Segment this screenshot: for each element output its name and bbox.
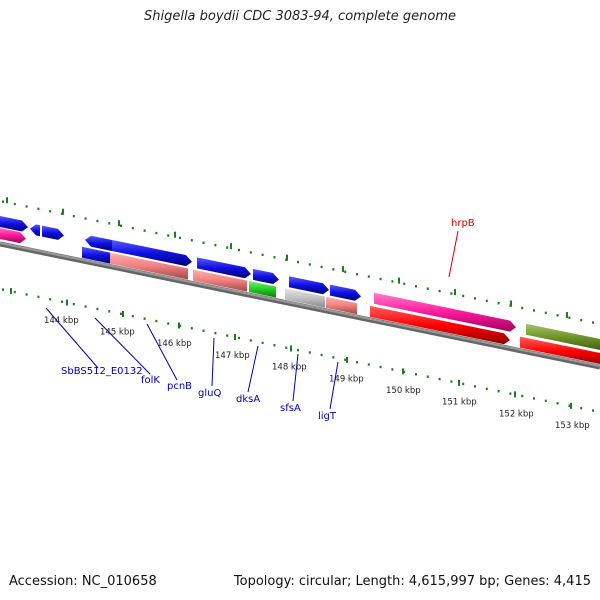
feat-pink-a (110, 252, 188, 280)
scale-label-146: 146 kbp (157, 339, 192, 349)
scale-label-147: 147 kbp (215, 351, 250, 361)
feat-blue-i (289, 276, 329, 295)
scale-label-149: 149 kbp (329, 374, 364, 384)
feature-track (0, 216, 600, 365)
genome-summary-text: Topology: circular; Length: 4,615,997 bp… (233, 574, 591, 589)
feat-olive-a (526, 323, 600, 351)
scale-label-148: 148 kbp (272, 363, 307, 373)
scale-label-150: 150 kbp (386, 386, 421, 396)
gene-label-SbBS512_E0132[interactable]: SbBS512_E0132 (61, 366, 143, 377)
feat-blue-a (0, 216, 28, 232)
scale-label-145: 145 kbp (100, 327, 135, 337)
feat-blue-h (253, 268, 279, 284)
gene-label-hrpB[interactable]: hrpB (451, 218, 475, 229)
feat-red-a (370, 305, 510, 345)
gene-label-gluQ[interactable]: gluQ (198, 388, 221, 399)
leader-sfsA (292, 353, 299, 402)
scale-label-151: 151 kbp (442, 398, 477, 408)
gene-label-dksA[interactable]: dksA (236, 394, 260, 405)
leader-pcnB (146, 323, 178, 381)
leader-folK (94, 317, 151, 375)
leader-gluQ (211, 337, 215, 387)
feat-magenta-hrpB (374, 292, 516, 332)
map-title: Shigella boydii CDC 3083-94, complete ge… (143, 9, 457, 24)
gene-label-ligT[interactable]: ligT (318, 411, 337, 422)
scale-label-144: 144 kbp (44, 316, 79, 326)
feat-blue-e (112, 240, 192, 267)
feat-blue-f (82, 246, 110, 264)
scale-label-152: 152 kbp (499, 409, 534, 419)
leader-dksA (247, 345, 259, 393)
feat-blue-j (330, 284, 361, 301)
leader-ligT (329, 361, 339, 410)
feat-grey-a (285, 288, 325, 308)
feat-pink-b (193, 269, 247, 292)
gene-label-sfsA[interactable]: sfsA (280, 403, 301, 414)
feat-blue-c (42, 225, 64, 240)
scale-label-153: 153 kbp (555, 421, 590, 431)
gene-label-pcnB[interactable]: pcnB (167, 381, 192, 392)
feat-green-a (249, 281, 276, 298)
feat-blue-g (197, 257, 251, 279)
feat-magenta-left (0, 228, 26, 244)
leader-hrpB (448, 230, 459, 278)
feat-red-b (520, 336, 600, 365)
lower-tick-track (2, 288, 594, 412)
upper-tick-track (2, 197, 594, 324)
leader-SbBS512_E0132 (45, 307, 99, 369)
feat-blue-b (30, 224, 40, 237)
feat-blue-d (85, 235, 112, 251)
gene-label-folK[interactable]: folK (141, 375, 160, 386)
feat-pink-c (326, 296, 357, 315)
genome-backbone-highlight (0, 242, 600, 367)
scale-labels: 144 kbp 145 kbp 146 kbp 147 kbp 148 kbp 149 k… (44, 316, 590, 431)
accession-text: Accession: NC_010658 (9, 574, 157, 589)
